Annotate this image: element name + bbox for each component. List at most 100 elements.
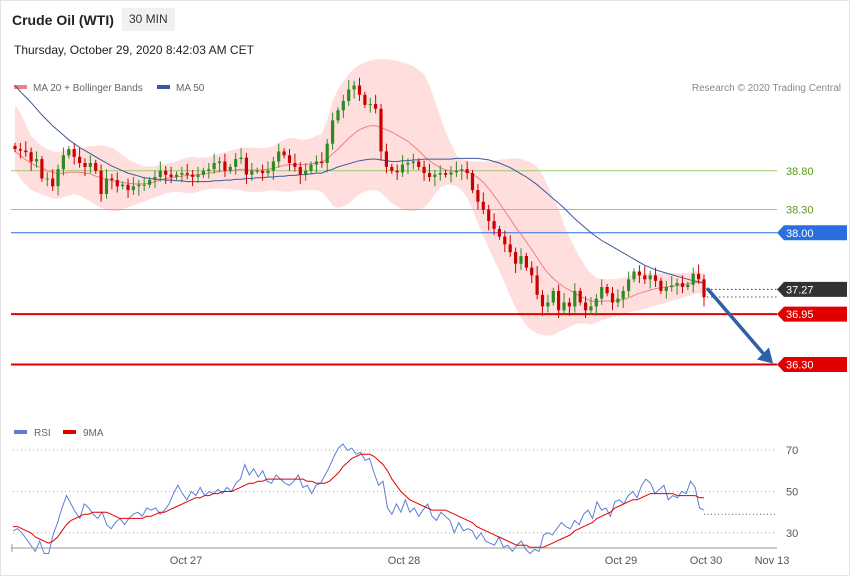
candle-body bbox=[449, 172, 453, 175]
legend-label-rsi: RSI bbox=[34, 428, 51, 439]
x-tick-label: Oct 28 bbox=[388, 555, 420, 567]
candle-body bbox=[314, 161, 318, 165]
level-tag-support bbox=[777, 357, 847, 372]
x-tick-label: Oct 29 bbox=[605, 555, 637, 567]
candle-body bbox=[589, 306, 593, 311]
candle-body bbox=[400, 164, 405, 173]
candle-body bbox=[282, 151, 286, 156]
candle-body bbox=[137, 184, 141, 187]
candle-body bbox=[540, 294, 545, 307]
candle-body bbox=[56, 169, 60, 187]
candle-body bbox=[174, 174, 179, 177]
level-label-current: 37.27 bbox=[786, 284, 814, 296]
candle-body bbox=[680, 283, 685, 287]
candle-body bbox=[347, 89, 351, 101]
candle-body bbox=[277, 151, 281, 162]
candle-body bbox=[594, 298, 598, 307]
legend-label-ma20-bb: MA 20 + Bollinger Bands bbox=[33, 83, 143, 94]
legend-label-9ma: 9MA bbox=[83, 428, 104, 439]
candle-body bbox=[196, 174, 200, 177]
candle-body bbox=[180, 173, 184, 175]
candle-body bbox=[470, 173, 475, 191]
candle-body bbox=[578, 290, 582, 303]
forecast-arrow-head bbox=[757, 347, 773, 364]
candle-body bbox=[573, 290, 577, 307]
ma20-line bbox=[14, 125, 705, 303]
candle-body bbox=[454, 170, 458, 173]
candle-body bbox=[115, 180, 119, 187]
candle-body bbox=[557, 290, 561, 311]
candle-body bbox=[51, 178, 55, 187]
candle-body bbox=[390, 166, 394, 171]
candle-body bbox=[94, 163, 98, 171]
candle-body bbox=[24, 150, 28, 153]
chart-datetime: Thursday, October 29, 2020 8:42:03 AM CE… bbox=[14, 43, 254, 57]
x-axis: Oct 27 Oct 28 Oct 29 Oct 30 Nov 13 bbox=[11, 544, 789, 567]
rsi-series-9ma bbox=[13, 453, 704, 548]
candle-body bbox=[244, 157, 248, 175]
candle-body bbox=[158, 170, 162, 177]
candle-body bbox=[379, 108, 383, 152]
candle-body bbox=[492, 221, 496, 229]
price-levels bbox=[11, 170, 777, 366]
candle-body bbox=[422, 166, 426, 174]
candle-body bbox=[239, 157, 243, 160]
candle-body bbox=[691, 273, 695, 285]
candle-body bbox=[88, 163, 92, 167]
candle-body bbox=[384, 151, 388, 167]
candlesticks bbox=[13, 77, 706, 318]
candle-body bbox=[261, 170, 265, 174]
candle-body bbox=[287, 155, 292, 164]
interval-button[interactable]: 30 MIN bbox=[122, 8, 175, 31]
candle-body bbox=[148, 180, 152, 185]
candle-body bbox=[465, 169, 469, 174]
legend-swatch-ma50 bbox=[157, 85, 170, 89]
candle-body bbox=[363, 94, 367, 105]
candle-body bbox=[352, 85, 356, 90]
candle-body bbox=[664, 287, 668, 291]
candle-body bbox=[637, 271, 641, 276]
candle-body bbox=[487, 209, 491, 222]
rsi-tick-label: 70 bbox=[786, 445, 798, 457]
candle-body bbox=[110, 178, 114, 181]
candle-body bbox=[508, 244, 512, 253]
candle-body bbox=[406, 163, 410, 165]
candle-body bbox=[460, 169, 464, 171]
candle-body bbox=[643, 275, 647, 280]
x-tick-label: Nov 13 bbox=[755, 555, 790, 567]
candle-body bbox=[535, 275, 539, 295]
candle-body bbox=[99, 170, 103, 194]
candle-body bbox=[476, 190, 480, 202]
candle-body bbox=[104, 178, 109, 194]
candle-body bbox=[164, 170, 168, 175]
candle-body bbox=[530, 267, 534, 276]
candle-body bbox=[83, 163, 87, 167]
candle-body bbox=[18, 149, 22, 151]
x-tick-label: Oct 30 bbox=[690, 555, 722, 567]
candle-body bbox=[686, 284, 690, 287]
level-label-support: 36.95 bbox=[786, 309, 814, 321]
candle-body bbox=[653, 275, 658, 281]
legend-swatch-rsi bbox=[14, 430, 27, 434]
candle-body bbox=[481, 201, 485, 210]
candle-body bbox=[255, 170, 259, 172]
candle-body bbox=[266, 170, 270, 174]
candle-body bbox=[546, 302, 550, 307]
credit-text: Research © 2020 Trading Central bbox=[692, 83, 841, 94]
candle-body bbox=[309, 164, 313, 171]
candle-body bbox=[411, 161, 415, 164]
candle-body bbox=[438, 173, 442, 175]
candle-body bbox=[584, 302, 588, 311]
candle-body bbox=[223, 161, 227, 171]
candle-body bbox=[605, 287, 609, 294]
candle-body bbox=[444, 173, 448, 175]
candle-body bbox=[13, 146, 17, 150]
candle-body bbox=[697, 273, 701, 280]
level-tag-current bbox=[777, 281, 847, 297]
level-label-resistance: 38.30 bbox=[786, 205, 814, 217]
candle-body bbox=[34, 159, 39, 162]
candle-body bbox=[524, 256, 528, 268]
forecast-arrow bbox=[706, 287, 773, 364]
